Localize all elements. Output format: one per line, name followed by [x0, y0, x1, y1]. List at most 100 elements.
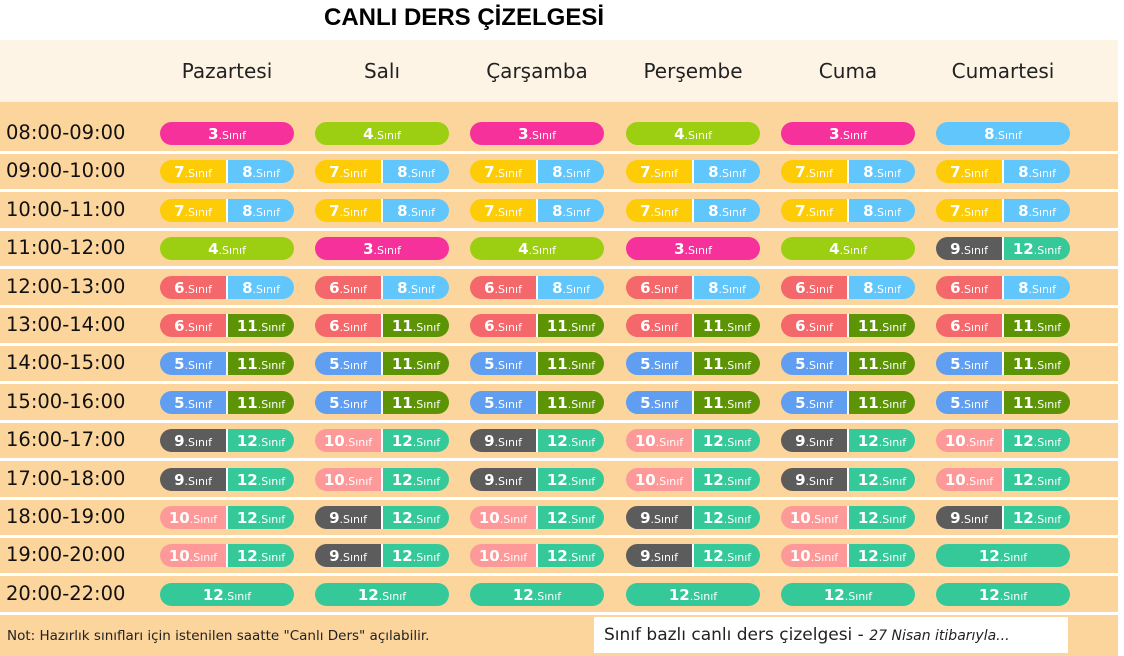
- class-number: 12: [857, 471, 879, 489]
- schedule-cell: 6.Sınıf 8.Sınıf: [626, 276, 760, 299]
- schedule-cell: 5.Sınıf 11.Sınıf: [315, 352, 449, 375]
- class-suffix: .Sınıf: [960, 359, 988, 372]
- class-number: 8: [863, 202, 874, 220]
- class-suffix: .Sınıf: [878, 359, 907, 372]
- class-suffix: .Sınıf: [567, 321, 596, 334]
- class-pill: 7.Sınıf: [626, 160, 692, 183]
- class-pill: 5.Sınıf: [626, 352, 692, 375]
- schedule-cell: 10.Sınıf 12.Sınıf: [470, 544, 604, 567]
- class-suffix: .Sınıf: [805, 206, 833, 219]
- class-suffix: .Sınıf: [412, 475, 441, 488]
- class-suffix: .Sınıf: [878, 398, 907, 411]
- class-suffix: .Sınıf: [805, 398, 833, 411]
- class-pill: 6.Sınıf: [626, 314, 692, 337]
- class-suffix: .Sınıf: [412, 398, 441, 411]
- class-number: 5: [484, 394, 495, 412]
- time-slot-label: 13:00-14:00: [6, 313, 126, 336]
- class-number: 9: [484, 432, 495, 450]
- schedule-cell: 7.Sınıf 8.Sınıf: [160, 199, 294, 222]
- class-number: 12: [546, 432, 568, 450]
- class-suffix: .Sınıf: [257, 551, 286, 564]
- class-suffix: .Sınıf: [999, 590, 1028, 603]
- class-number: 12: [978, 586, 1000, 604]
- schedule-cell: 5.Sınıf 11.Sınıf: [470, 391, 604, 414]
- class-number: 3: [674, 240, 685, 258]
- class-pill: 8.Sınıf: [381, 276, 449, 299]
- class-pill: 12.Sınıf: [226, 429, 294, 452]
- class-suffix: .Sınıf: [1033, 321, 1062, 334]
- class-number: 12: [1012, 240, 1034, 258]
- class-pill: 3.Sınıf: [626, 237, 760, 260]
- class-pill: 6.Sınıf: [470, 314, 536, 337]
- class-suffix: .Sınıf: [339, 398, 367, 411]
- class-number: 7: [329, 202, 340, 220]
- schedule-cell: 7.Sınıf 8.Sınıf: [936, 160, 1070, 183]
- class-number: 7: [640, 202, 651, 220]
- class-pill: 11.Sınıf: [536, 391, 604, 414]
- class-number: 8: [708, 279, 719, 297]
- class-suffix: .Sınıf: [257, 513, 286, 526]
- class-number: 6: [484, 317, 495, 335]
- class-number: 11: [236, 355, 258, 373]
- class-suffix: .Sınıf: [873, 167, 901, 180]
- row-separator: [0, 228, 1118, 231]
- class-number: 8: [242, 163, 253, 181]
- class-suffix: .Sınıf: [810, 551, 839, 564]
- schedule-cell: 10.Sınıf 12.Sınıf: [936, 468, 1070, 491]
- class-suffix: .Sınıf: [684, 244, 712, 257]
- row-separator: [0, 266, 1118, 269]
- class-number: 7: [795, 202, 806, 220]
- class-number: 12: [702, 509, 724, 527]
- day-header-1: Pazartesi: [181, 59, 273, 83]
- class-pill: 6.Sınıf: [315, 314, 381, 337]
- class-pill: 12.Sınıf: [847, 429, 915, 452]
- class-suffix: .Sınıf: [378, 590, 407, 603]
- class-pill: 8.Sınıf: [936, 122, 1070, 145]
- time-slot-label: 20:00-22:00: [6, 582, 126, 605]
- class-number: 12: [391, 471, 413, 489]
- class-number: 12: [857, 432, 879, 450]
- class-suffix: .Sınıf: [873, 283, 901, 296]
- class-number: 10: [789, 547, 811, 565]
- class-suffix: .Sınıf: [499, 513, 528, 526]
- class-suffix: .Sınıf: [844, 590, 873, 603]
- schedule-cell: 3.Sınıf: [160, 122, 294, 145]
- class-pill: 6.Sınıf: [470, 276, 536, 299]
- class-number: 12: [702, 432, 724, 450]
- class-number: 12: [357, 586, 379, 604]
- class-pill: 8.Sınıf: [226, 276, 294, 299]
- class-suffix: .Sınıf: [562, 206, 590, 219]
- class-number: 8: [708, 163, 719, 181]
- class-number: 4: [363, 125, 374, 143]
- class-pill: 6.Sınıf: [315, 276, 381, 299]
- class-number: 6: [640, 279, 651, 297]
- schedule-cell: 10.Sınıf 12.Sınıf: [626, 429, 760, 452]
- class-number: 5: [950, 355, 961, 373]
- class-number: 11: [1012, 317, 1034, 335]
- class-suffix: .Sınıf: [184, 283, 212, 296]
- schedule-cell: 5.Sınıf 11.Sınıf: [315, 391, 449, 414]
- class-suffix: .Sınıf: [960, 398, 988, 411]
- class-suffix: .Sınıf: [994, 129, 1022, 142]
- class-suffix: .Sınıf: [960, 167, 988, 180]
- schedule-cell: 7.Sınıf 8.Sınıf: [315, 160, 449, 183]
- class-suffix: .Sınıf: [805, 321, 833, 334]
- schedule-cell: 4.Sınıf: [470, 237, 604, 260]
- class-pill: 8.Sınıf: [847, 276, 915, 299]
- class-suffix: .Sınıf: [257, 436, 286, 449]
- class-pill: 5.Sınıf: [626, 391, 692, 414]
- class-number: 12: [978, 547, 1000, 565]
- class-number: 9: [950, 240, 961, 258]
- class-suffix: .Sınıf: [184, 475, 212, 488]
- class-suffix: .Sınıf: [718, 283, 746, 296]
- schedule-cell: 6.Sınıf 8.Sınıf: [470, 276, 604, 299]
- time-slot-label: 15:00-16:00: [6, 390, 126, 413]
- class-pill: 12.Sınıf: [1002, 468, 1070, 491]
- class-pill: 11.Sınıf: [847, 314, 915, 337]
- schedule-cell: 6.Sınıf 8.Sınıf: [936, 276, 1070, 299]
- class-number: 11: [702, 394, 724, 412]
- class-number: 12: [202, 586, 224, 604]
- schedule-cell: 3.Sınıf: [315, 237, 449, 260]
- time-slot-label: 17:00-18:00: [6, 467, 126, 490]
- class-pill: 11.Sınıf: [692, 352, 760, 375]
